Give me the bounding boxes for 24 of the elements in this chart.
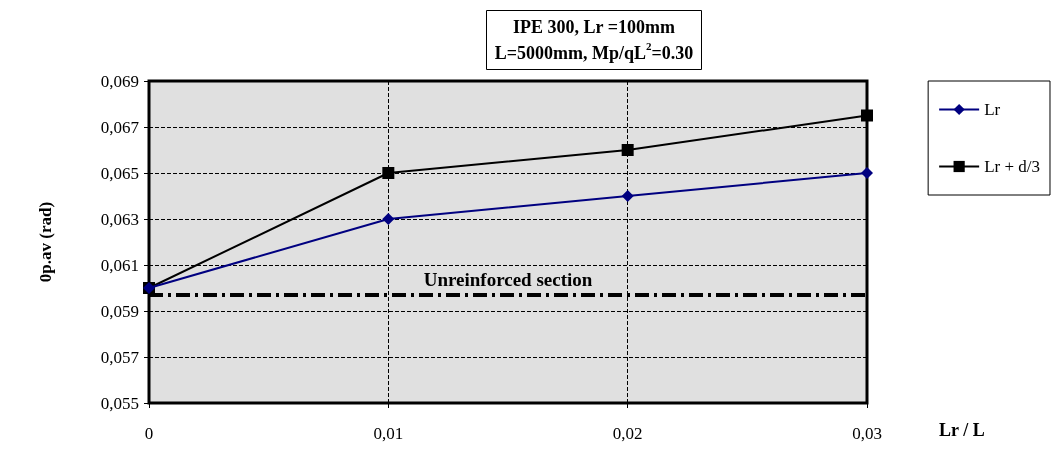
x-tick-label: 0,01 xyxy=(373,424,404,443)
chart-title: IPE 300, Lr =100mm xyxy=(513,17,675,37)
y-tick-label: 0,069 xyxy=(100,71,139,91)
point xyxy=(621,190,634,202)
point xyxy=(621,144,634,156)
ref-line-label: Unreinforced section xyxy=(423,268,593,290)
point xyxy=(382,213,395,225)
y-tick-label: 0,055 xyxy=(100,393,139,413)
x-tick-label: 0,03 xyxy=(852,424,882,443)
y-tick-label: 0,063 xyxy=(100,209,139,229)
point xyxy=(861,167,873,179)
x-tick-label: 0 xyxy=(144,424,154,443)
legend-label: Lr + d/3 xyxy=(984,157,1040,176)
x-axis-title: Lr / L xyxy=(939,420,985,440)
y-axis-title: 0p.av (rad) xyxy=(36,201,55,283)
x-tick-label: 0,02 xyxy=(612,424,643,443)
y-tick-label: 0,065 xyxy=(100,163,139,183)
y-tick-label: 0,057 xyxy=(100,347,140,367)
point xyxy=(861,109,873,122)
y-tick-label: 0,059 xyxy=(100,301,139,321)
y-tick-label: 0,067 xyxy=(100,117,140,137)
y-tick-label: 0,061 xyxy=(100,255,139,275)
legend-label: Lr xyxy=(984,100,1001,119)
point xyxy=(382,167,395,179)
